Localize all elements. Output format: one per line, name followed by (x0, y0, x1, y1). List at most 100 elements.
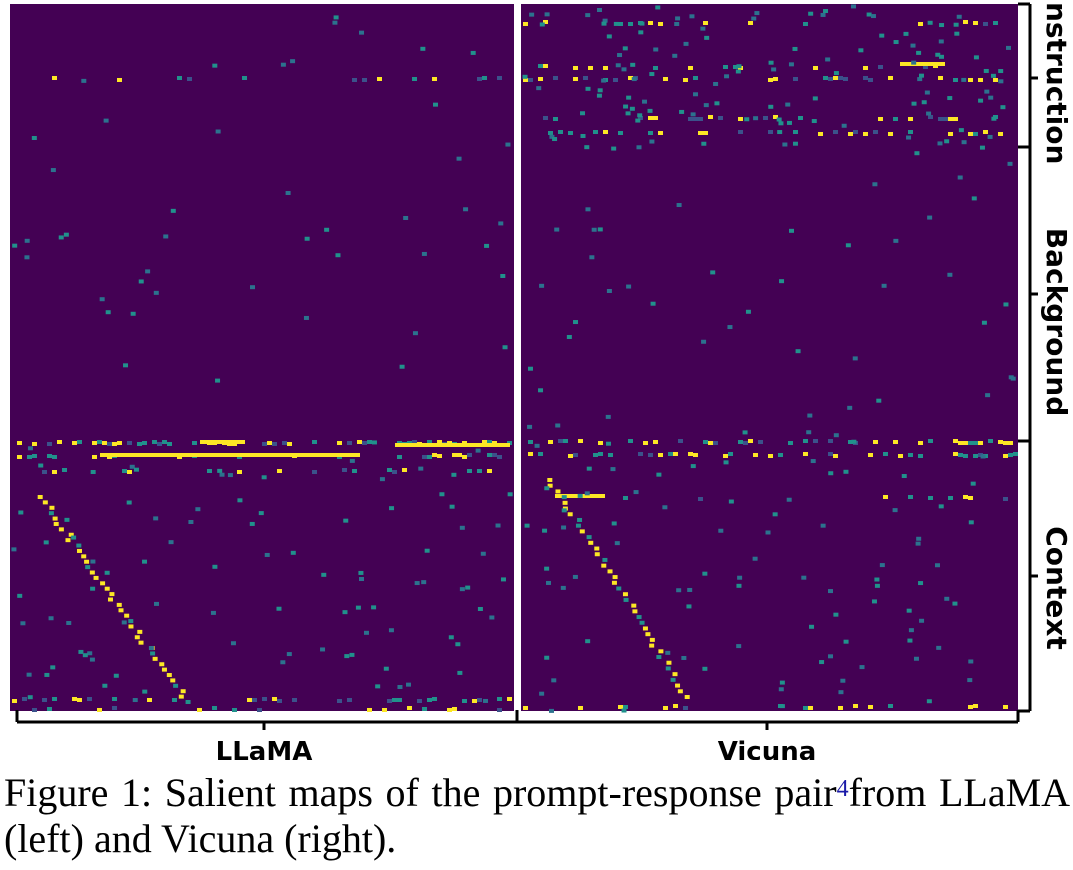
salient-scatter-cell (586, 87, 591, 91)
salient-band-cell (117, 441, 122, 445)
salient-band-cell (72, 697, 77, 701)
salient-band-cell (868, 78, 873, 82)
salient-band-cell (928, 115, 933, 119)
salient-scatter-cell (505, 143, 510, 147)
salient-band-cell (107, 442, 112, 446)
salient-scatter-cell (335, 253, 340, 257)
salient-scatter-cell (681, 656, 686, 660)
salient-diagonal-cell (109, 592, 114, 596)
salient-band-cell (988, 439, 993, 443)
salient-diagonal-cell (616, 587, 621, 591)
salient-scatter-cell (980, 146, 985, 150)
salient-diagonal-cell (84, 560, 89, 564)
salient-scatter-cell (944, 597, 949, 601)
salient-band-cell (17, 455, 22, 459)
salient-scatter-cell (700, 27, 705, 31)
salient-streak (100, 453, 360, 457)
salient-scatter-cell (785, 103, 790, 107)
salient-band-cell (492, 453, 497, 457)
salient-scatter-cell (561, 525, 566, 529)
salient-scatter-cell (984, 69, 989, 73)
salient-band-cell (993, 21, 998, 25)
salient-band-cell (748, 439, 753, 443)
salient-band-cell (753, 453, 758, 457)
salient-band-cell (778, 453, 783, 457)
salient-band-cell (528, 440, 533, 444)
salient-band-cell (437, 454, 442, 458)
salient-scatter-cell (912, 102, 917, 106)
salient-scatter-cell (372, 440, 377, 444)
salient-scatter-cell (525, 524, 530, 528)
salient-diagonal-cell (608, 569, 613, 573)
salient-diagonal-cell (624, 598, 629, 602)
salient-scatter-cell (1008, 162, 1013, 166)
salient-scatter-cell (937, 141, 942, 145)
salient-scatter-cell (421, 580, 426, 584)
salient-scatter-cell (939, 39, 944, 43)
footnote-mark[interactable]: 4 (837, 776, 849, 802)
salient-scatter-cell (962, 140, 967, 144)
salient-scatter-cell (684, 42, 689, 46)
salient-band-cell (648, 21, 653, 25)
salient-scatter-cell (914, 151, 919, 155)
salient-scatter-cell (606, 415, 611, 419)
salient-band-cell (462, 455, 467, 459)
salient-band-cell (112, 697, 117, 701)
salient-scatter-cell (425, 549, 430, 553)
salient-band-cell (968, 496, 973, 500)
salient-scatter-cell (782, 143, 787, 147)
salient-scatter-cell (305, 237, 310, 241)
salient-scatter-cell (718, 529, 723, 533)
salient-diagonal-cell (119, 608, 124, 612)
salient-scatter-cell (796, 349, 801, 353)
salient-band-cell (397, 455, 402, 459)
salient-scatter-cell (736, 584, 741, 588)
salient-scatter-cell (672, 54, 677, 58)
salient-band-cell (713, 441, 718, 445)
salient-scatter-cell (779, 687, 784, 691)
salient-scatter-cell (371, 605, 376, 609)
salient-scatter-cell (926, 112, 931, 116)
salient-scatter-cell (114, 674, 119, 678)
salient-band-cell (42, 470, 47, 474)
salient-band-cell (608, 453, 613, 457)
salient-diagonal-cell (128, 619, 133, 623)
salient-scatter-cell (902, 474, 907, 478)
salient-scatter-cell (455, 642, 460, 646)
salient-band-cell (452, 707, 457, 711)
salient-band-cell (773, 77, 778, 81)
heatmap-svg: LLaMA Vicuna Instruction Background Cont… (0, 0, 1073, 760)
salient-band-cell (848, 132, 853, 136)
salient-scatter-cell (871, 14, 876, 18)
salient-scatter-cell (540, 22, 545, 26)
salient-scatter-cell (853, 356, 858, 360)
salient-scatter-cell (806, 430, 811, 434)
salient-scatter-cell (825, 57, 830, 61)
salient-scatter-cell (406, 683, 411, 687)
salient-band-cell (738, 117, 743, 121)
salient-scatter-cell (59, 235, 64, 239)
salient-scatter-cell (651, 302, 656, 306)
salient-scatter-cell (24, 255, 29, 259)
salient-scatter-cell (463, 207, 468, 211)
salient-diagonal-cell (649, 644, 654, 648)
salient-scatter-cell (508, 492, 513, 496)
salient-band-cell (828, 77, 833, 81)
salient-band-cell (482, 76, 487, 80)
salient-band-cell (247, 698, 252, 702)
salient-scatter-cell (422, 252, 427, 256)
salient-scatter-cell (262, 475, 267, 479)
salient-scatter-cell (471, 51, 476, 55)
salient-band-cell (497, 708, 502, 712)
salient-diagonal-cell (179, 695, 184, 699)
salient-band-cell (798, 116, 803, 120)
salient-diagonal-cell (601, 564, 606, 568)
salient-band-cell (938, 76, 943, 80)
salient-scatter-cell (27, 673, 32, 677)
salient-scatter-cell (127, 501, 132, 505)
salient-band-cell (407, 706, 412, 710)
salient-diagonal-cell (595, 552, 600, 556)
salient-scatter-cell (808, 12, 813, 16)
salient-band-cell (287, 442, 292, 446)
salient-scatter-cell (584, 145, 589, 149)
